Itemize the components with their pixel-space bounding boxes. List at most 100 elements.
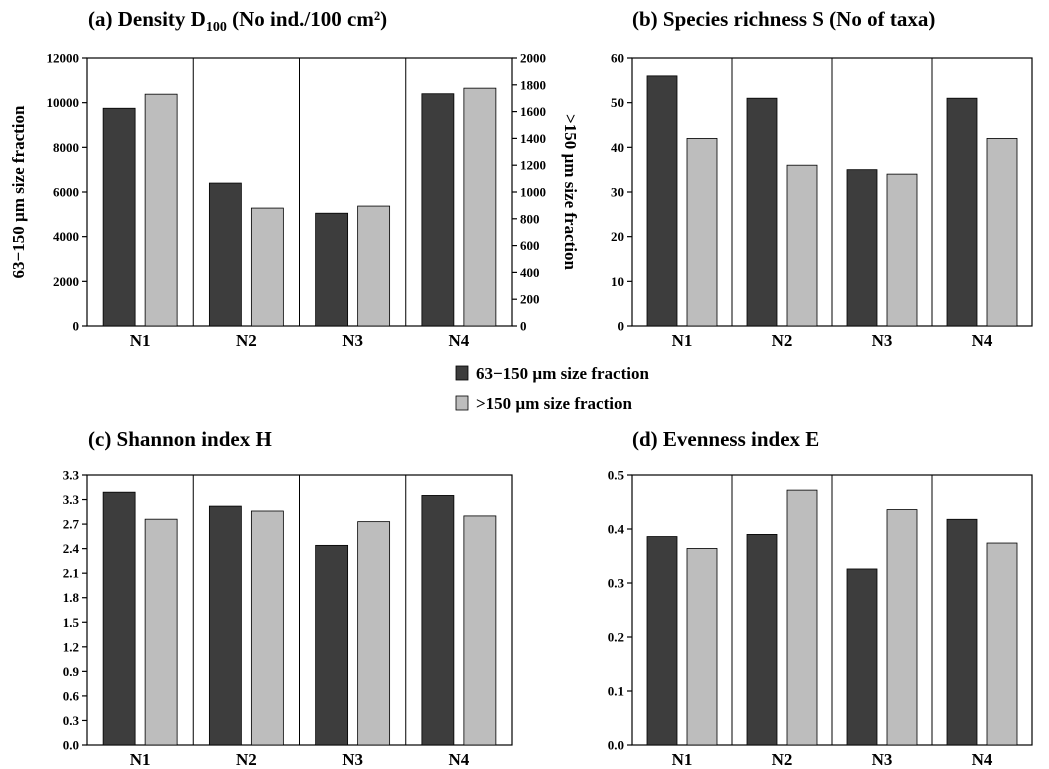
bar-n4-series-2 [986, 137, 1018, 327]
x-tick-label: N2 [772, 750, 793, 769]
y-tick-label: 0.3 [608, 576, 625, 591]
bar-n1-series-2 [686, 137, 718, 327]
y2-tick-label: 2000 [520, 51, 546, 66]
bar-n1-series-1 [102, 491, 136, 746]
y-tick-label: 0 [73, 319, 80, 334]
y2-tick-label: 400 [520, 265, 540, 280]
bar-n3-series-2 [886, 173, 918, 327]
bar-n3-series-1 [846, 568, 878, 746]
chart-panel-a: (a) Density D100 (No ind./100 cm²)020004… [9, 7, 580, 350]
y2-axis-label: >150 µm size fraction [561, 114, 580, 270]
y-tick-label: 1.5 [63, 615, 80, 630]
bar-n1-series-2 [144, 93, 178, 327]
chart-title: (d) Evenness index E [632, 427, 819, 451]
y2-tick-label: 1200 [520, 158, 546, 173]
bar-n1-series-2 [144, 518, 178, 746]
bar-n2-series-1 [208, 182, 242, 327]
y-tick-label: 0.4 [608, 522, 625, 537]
x-tick-label: N2 [236, 331, 257, 350]
bar-n4-series-1 [421, 495, 455, 746]
chart-title: (a) Density D100 (No ind./100 cm²) [88, 7, 387, 35]
legend: 63−150 µm size fraction >150 µm size frac… [455, 364, 649, 413]
bar-n1-series-1 [646, 75, 678, 327]
x-tick-label: N3 [342, 331, 363, 350]
bar-n4-series-1 [421, 93, 455, 327]
y-tick-label: 0.9 [63, 664, 80, 679]
bar-n4-series-2 [463, 87, 497, 327]
y-tick-label: 2.1 [63, 566, 79, 581]
y-tick-label: 40 [611, 140, 624, 155]
x-tick-label: N4 [448, 750, 469, 769]
y-tick-label: 4000 [53, 229, 79, 244]
y-tick-label: 6000 [53, 185, 79, 200]
y-tick-label: 1.2 [63, 639, 79, 654]
y-tick-label: 20 [611, 229, 624, 244]
y2-tick-label: 1400 [520, 131, 546, 146]
x-tick-label: N3 [342, 750, 363, 769]
y-tick-label: 0.3 [63, 713, 80, 728]
bar-n3-series-2 [357, 521, 391, 746]
bar-n3-series-1 [846, 169, 878, 327]
y2-tick-label: 200 [520, 292, 540, 307]
x-tick-label: N4 [448, 331, 469, 350]
y-tick-label: 60 [611, 51, 624, 66]
chart-panel-b: (b) Species richness S (No of taxa) 0 10 20… [611, 7, 1033, 350]
y-tick-label: 8000 [53, 140, 79, 155]
y-tick-label: 0.6 [63, 688, 80, 703]
y-tick-label: 1.8 [63, 590, 80, 605]
bar-n4-series-1 [946, 97, 978, 327]
legend-label-1: 63−150 µm size fraction [476, 364, 649, 383]
bar-n2-series-2 [250, 207, 284, 327]
bar-n4-series-2 [463, 515, 497, 746]
y2-tick-label: 0 [520, 319, 527, 334]
bar-n1-series-1 [646, 536, 678, 746]
y-tick-label: 3.3 [63, 468, 80, 483]
legend-swatch-2 [455, 395, 469, 411]
y-tick-label: 12000 [47, 51, 80, 66]
chart-panel-d: (d) Evenness index E 0.0 0.1 0.2 0.3 0.4 0.5 N1… [608, 427, 1033, 769]
y-tick-label: 0.0 [63, 738, 79, 753]
x-tick-label: N3 [872, 331, 893, 350]
x-tick-label: N1 [130, 750, 151, 769]
bar-n1-series-2 [686, 548, 718, 746]
bar-n2-series-2 [786, 164, 818, 327]
bar-n2-series-2 [786, 489, 818, 746]
bar-n2-series-1 [746, 534, 778, 746]
chart-panel-c: (c) Shannon index H 0.0 0.3 0.6 0.9 1.2 1.5 1.8… [63, 427, 513, 769]
y2-tick-label: 800 [520, 211, 540, 226]
legend-swatch-1 [455, 365, 469, 381]
x-tick-label: N1 [672, 750, 693, 769]
bar-n3-series-1 [315, 212, 349, 327]
y-axis-label: 63−150 µm size fraction [9, 105, 28, 278]
y-tick-label: 0.1 [608, 684, 624, 699]
y-tick-label: 0.5 [608, 468, 625, 483]
bar-n2-series-2 [250, 510, 284, 746]
bar-n3-series-2 [357, 205, 391, 327]
y2-tick-label: 600 [520, 238, 540, 253]
y-tick-label: 2.7 [63, 517, 80, 532]
bar-n4-series-2 [986, 542, 1018, 746]
bar-n1-series-1 [102, 107, 136, 327]
bar-n2-series-1 [746, 97, 778, 327]
x-tick-label: N1 [672, 331, 693, 350]
y-tick-label: 0.2 [608, 630, 624, 645]
x-tick-label: N2 [772, 331, 793, 350]
y-tick-label: 2000 [53, 274, 79, 289]
bar-n4-series-1 [946, 518, 978, 746]
y2-tick-label: 1000 [520, 185, 546, 200]
y-tick-label: 10000 [47, 95, 80, 110]
bar-n2-series-1 [208, 505, 242, 746]
y-tick-label: 10 [611, 274, 624, 289]
y-tick-label: 0 [618, 319, 625, 334]
x-tick-label: N4 [972, 750, 993, 769]
y-tick-label: 3.3 [63, 492, 80, 507]
chart-title: (c) Shannon index H [88, 427, 272, 451]
bar-n3-series-2 [886, 509, 918, 746]
x-tick-label: N3 [872, 750, 893, 769]
legend-label-2: >150 µm size fraction [476, 394, 632, 413]
x-tick-label: N2 [236, 750, 257, 769]
chart-title: (b) Species richness S (No of taxa) [632, 7, 935, 31]
y-tick-label: 0.0 [608, 738, 624, 753]
y-tick-label: 50 [611, 95, 624, 110]
